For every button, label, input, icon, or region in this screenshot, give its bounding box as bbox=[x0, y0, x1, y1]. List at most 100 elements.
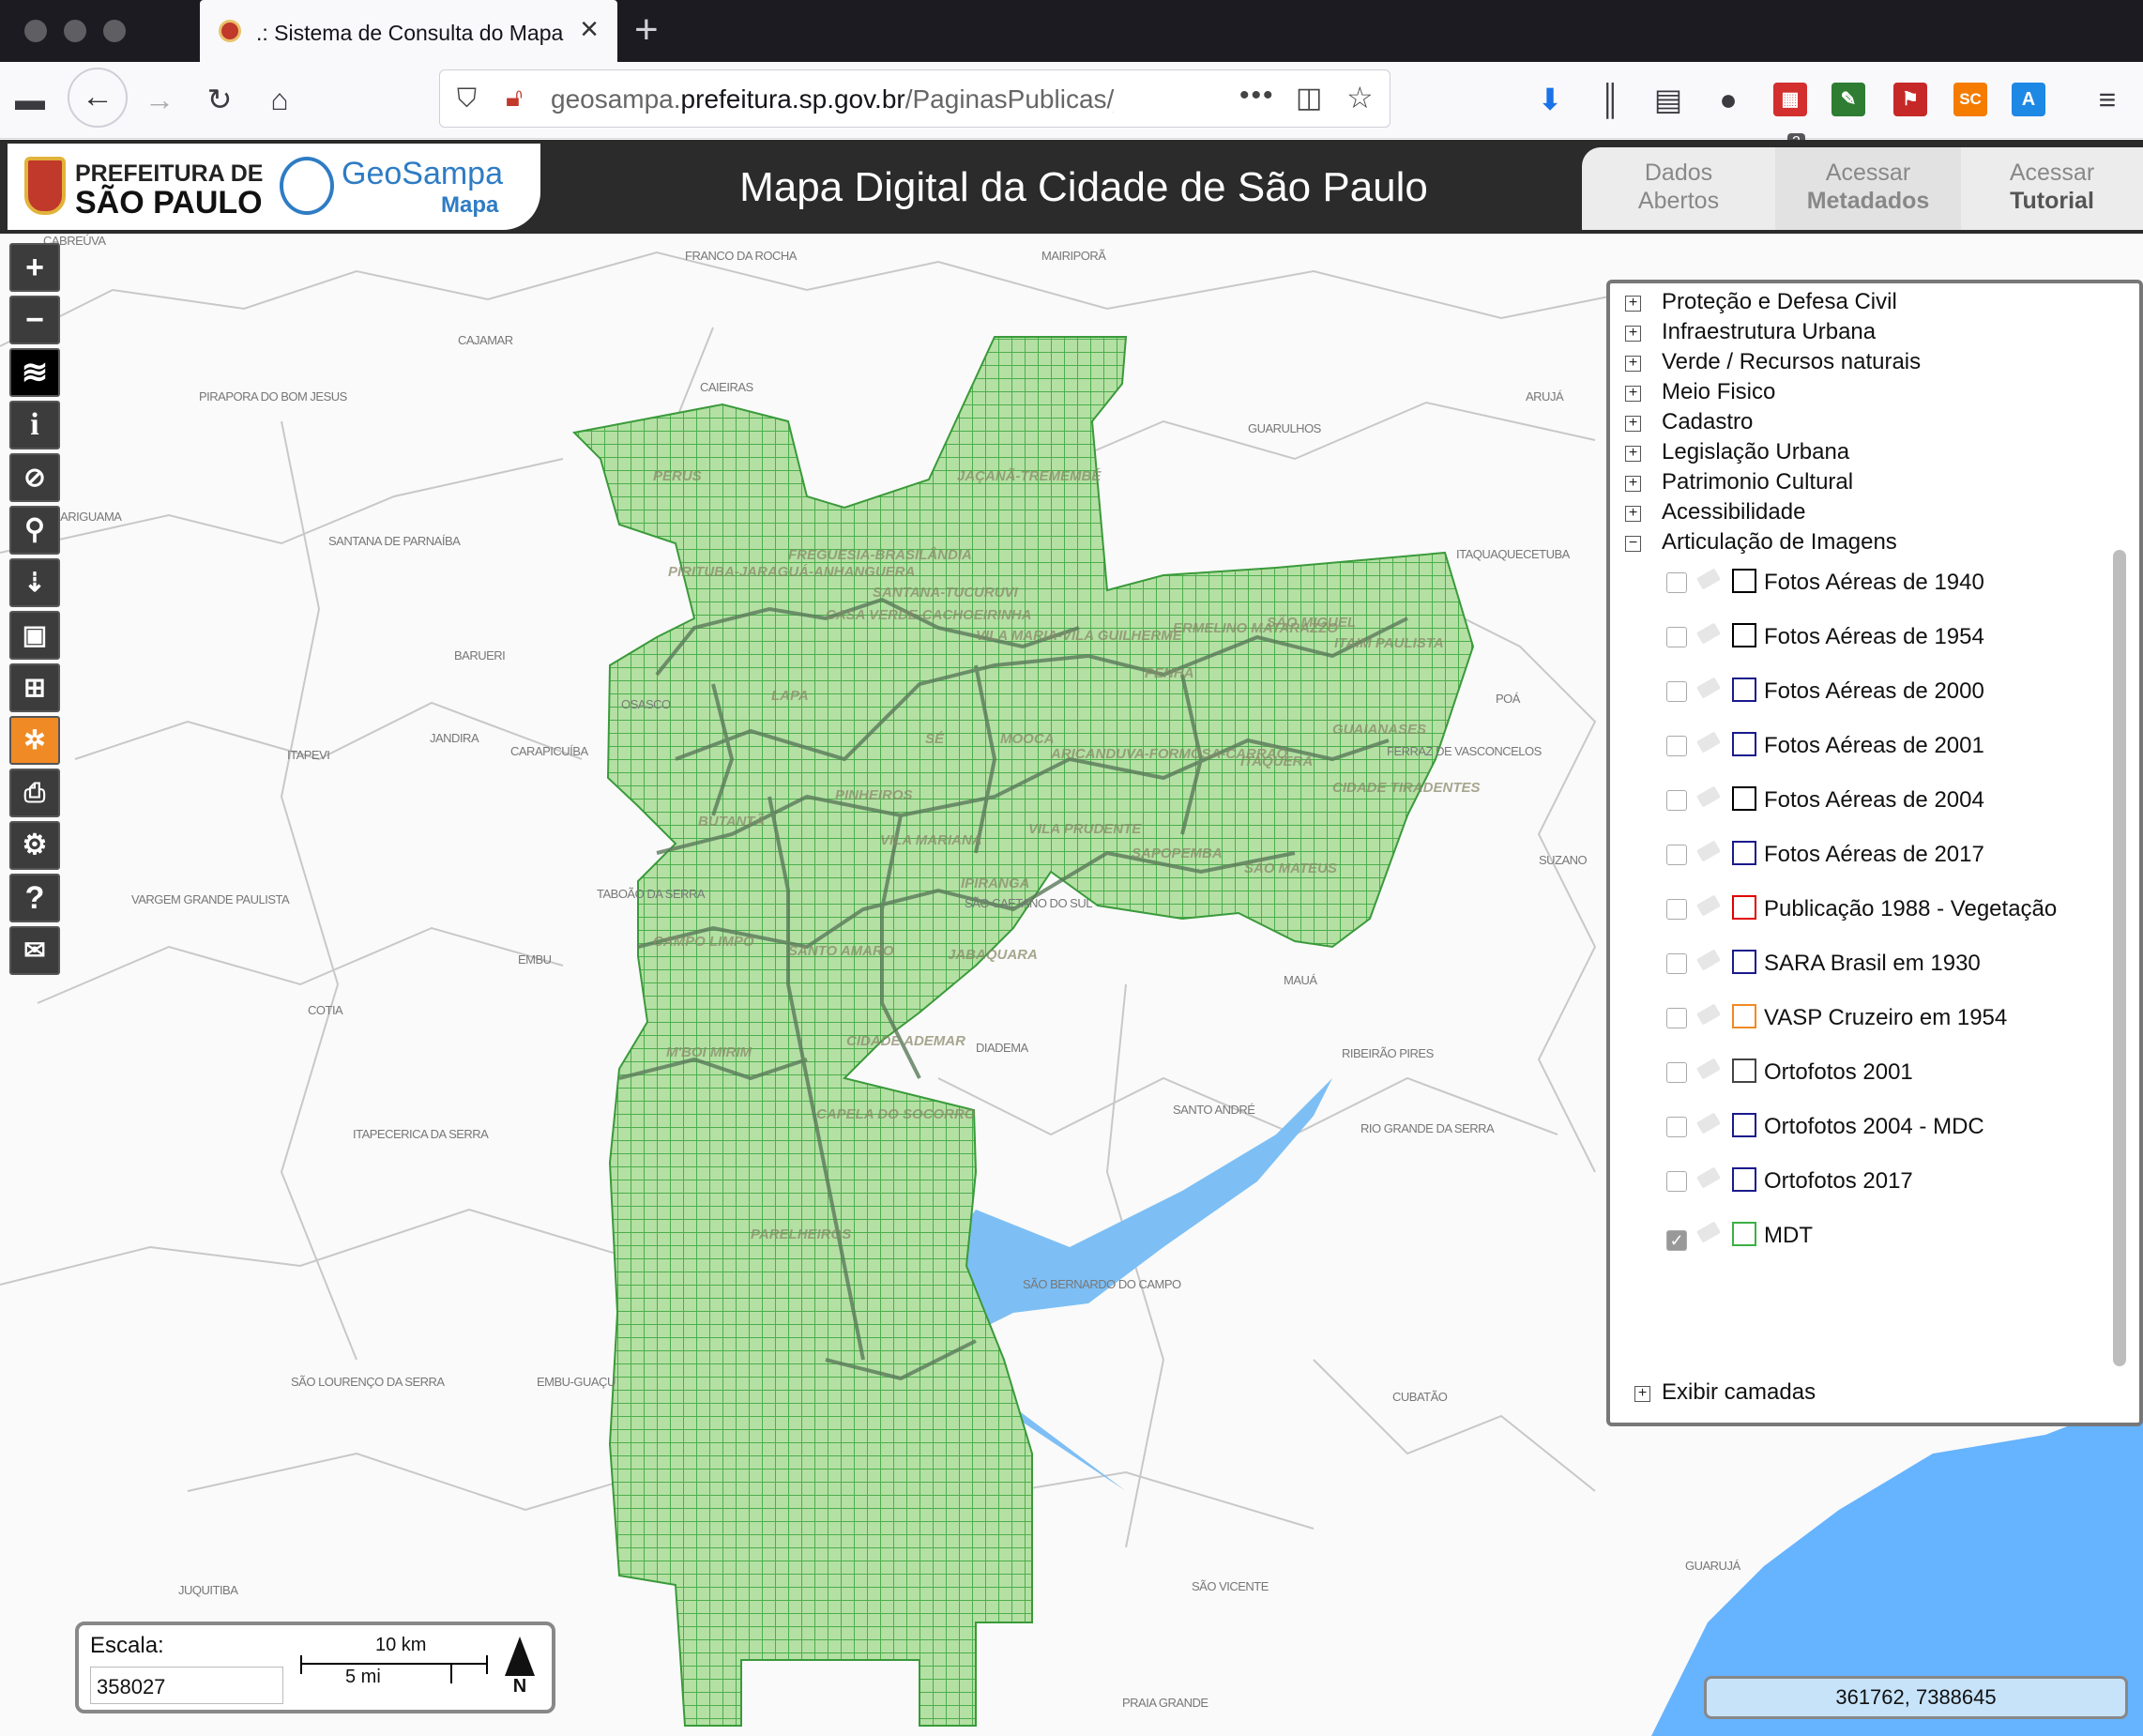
settings-button[interactable]: ⚙ bbox=[9, 821, 60, 870]
layer-group[interactable]: + Cadastro bbox=[1625, 409, 1753, 435]
menu-icon[interactable]: ≡ bbox=[2098, 83, 2117, 116]
tag-icon[interactable] bbox=[1695, 1003, 1722, 1026]
shield-icon[interactable]: ⛉ bbox=[457, 84, 478, 113]
layer-item[interactable]: SARA Brasil em 1930 bbox=[1666, 949, 1981, 977]
forward-button[interactable]: → bbox=[144, 83, 175, 116]
tag-icon[interactable] bbox=[1695, 1112, 1722, 1134]
browser-tab[interactable]: .: Sistema de Consulta do Mapa Digital d… bbox=[200, 0, 617, 62]
info-button[interactable]: i bbox=[9, 401, 60, 449]
expand-icon[interactable]: + bbox=[1625, 386, 1641, 402]
layer-item[interactable]: Fotos Aéreas de 2001 bbox=[1666, 731, 1984, 759]
layer-group[interactable]: + Verde / Recursos naturais bbox=[1625, 349, 1921, 375]
layer-item[interactable]: Ortofotos 2017 bbox=[1666, 1166, 1913, 1195]
zoom-in-button[interactable]: + bbox=[9, 243, 60, 292]
save-button[interactable]: ▣ bbox=[9, 611, 60, 660]
zoom-window-button[interactable] bbox=[103, 20, 126, 42]
bookmark-star-icon[interactable]: ☆ bbox=[1346, 81, 1374, 114]
layer-item[interactable]: Fotos Aéreas de 2004 bbox=[1666, 785, 1984, 814]
tag-icon[interactable] bbox=[1695, 568, 1722, 590]
download-icon[interactable]: ⬇ bbox=[1537, 83, 1563, 116]
tag-icon[interactable] bbox=[1695, 894, 1722, 917]
street-view-button[interactable]: ✲ bbox=[9, 716, 60, 765]
search-button[interactable]: ⚲ bbox=[9, 506, 60, 555]
collapse-icon[interactable]: − bbox=[1625, 536, 1641, 552]
print-button[interactable]: ⎙ bbox=[9, 769, 60, 817]
tag-icon[interactable] bbox=[1695, 1166, 1722, 1189]
layer-checkbox[interactable]: ✓ bbox=[1666, 1230, 1687, 1251]
calendar-extension-icon[interactable]: ▦ bbox=[1773, 83, 1807, 116]
pocket-icon[interactable]: ◫ bbox=[1296, 83, 1323, 114]
layer-checkbox[interactable] bbox=[1666, 899, 1687, 920]
insecure-lock-icon[interactable]: 🔓︎ bbox=[506, 83, 524, 112]
expand-icon[interactable]: + bbox=[1625, 356, 1641, 372]
layer-checkbox[interactable] bbox=[1666, 845, 1687, 865]
expand-icon[interactable]: + bbox=[1625, 446, 1641, 462]
layer-checkbox[interactable] bbox=[1666, 627, 1687, 647]
layer-group[interactable]: + Meio Fisico bbox=[1625, 379, 1775, 405]
sidebar-icon[interactable]: ▬ bbox=[15, 83, 45, 116]
layer-group[interactable]: − Articulação de Imagens bbox=[1625, 529, 1897, 556]
layer-item[interactable]: Publicação 1988 - Vegetação bbox=[1666, 894, 2057, 922]
pencil-extension-icon[interactable]: ✎ bbox=[1831, 83, 1865, 116]
layer-checkbox[interactable] bbox=[1666, 953, 1687, 974]
layer-item[interactable]: Ortofotos 2001 bbox=[1666, 1058, 1913, 1086]
tag-icon[interactable] bbox=[1695, 731, 1722, 754]
logo-area[interactable]: PREFEITURA DE SÃO PAULO GeoSampa Mapa bbox=[8, 144, 540, 230]
layer-checkbox[interactable] bbox=[1666, 681, 1687, 702]
layer-panel-scrollbar[interactable] bbox=[2113, 550, 2126, 1366]
show-layers-toggle[interactable]: + Exibir camadas bbox=[1634, 1379, 1816, 1406]
address-bar[interactable]: ⛉ 🔓︎ geosampa.prefeitura.sp.gov.br/Pagin… bbox=[439, 69, 1391, 128]
layer-item[interactable]: Ortofotos 2004 - MDC bbox=[1666, 1112, 1984, 1140]
layer-item[interactable]: VASP Cruzeiro em 1954 bbox=[1666, 1003, 2007, 1031]
home-button[interactable]: ⌂ bbox=[270, 83, 289, 116]
minimize-window-button[interactable] bbox=[64, 20, 86, 42]
measure-button[interactable]: ⊞ bbox=[9, 663, 60, 712]
zoom-out-button[interactable]: − bbox=[9, 296, 60, 344]
layer-checkbox[interactable] bbox=[1666, 1117, 1687, 1137]
contact-button[interactable]: ✉ bbox=[9, 926, 60, 975]
close-tab-icon[interactable]: × bbox=[580, 11, 599, 47]
layers-button[interactable]: ≋ bbox=[9, 348, 60, 397]
tag-icon[interactable] bbox=[1695, 1058, 1722, 1080]
layer-checkbox[interactable] bbox=[1666, 790, 1687, 811]
acessar-tutorial-button[interactable]: Acessar Tutorial bbox=[1961, 147, 2143, 230]
layer-checkbox[interactable] bbox=[1666, 736, 1687, 756]
flag-extension-icon[interactable]: ⚑ bbox=[1893, 83, 1927, 116]
layer-group[interactable]: + Acessibilidade bbox=[1625, 499, 1805, 525]
expand-icon[interactable]: + bbox=[1625, 506, 1641, 522]
url-text[interactable]: geosampa.prefeitura.sp.gov.br/PaginasPub… bbox=[551, 84, 1114, 114]
close-window-button[interactable] bbox=[24, 20, 47, 42]
tag-icon[interactable] bbox=[1695, 840, 1722, 862]
reload-button[interactable]: ↻ bbox=[206, 83, 233, 116]
layer-checkbox[interactable] bbox=[1666, 572, 1687, 593]
layer-item[interactable]: Fotos Aéreas de 1940 bbox=[1666, 568, 1984, 596]
account-icon[interactable]: ● bbox=[1719, 83, 1738, 116]
layer-checkbox[interactable] bbox=[1666, 1171, 1687, 1192]
tag-icon[interactable] bbox=[1695, 785, 1722, 808]
dados-abertos-button[interactable]: Dados Abertos bbox=[1582, 147, 1775, 230]
layer-item[interactable]: Fotos Aéreas de 2000 bbox=[1666, 677, 1984, 705]
expand-icon[interactable]: + bbox=[1625, 416, 1641, 432]
clear-button[interactable]: ⊘ bbox=[9, 453, 60, 502]
tag-icon[interactable] bbox=[1695, 677, 1722, 699]
layer-group[interactable]: + Infraestrutura Urbana bbox=[1625, 319, 1876, 345]
tag-icon[interactable] bbox=[1695, 1221, 1722, 1243]
layer-item[interactable]: Fotos Aéreas de 1954 bbox=[1666, 622, 1984, 650]
layer-item[interactable]: ✓ MDT bbox=[1666, 1221, 1813, 1251]
expand-icon[interactable]: + bbox=[1625, 326, 1641, 342]
expand-icon[interactable]: + bbox=[1625, 476, 1641, 492]
expand-icon[interactable]: + bbox=[1625, 296, 1641, 312]
acessar-metadados-button[interactable]: Acessar Metadados bbox=[1775, 147, 1961, 230]
sc-extension-icon[interactable]: SC bbox=[1953, 83, 1987, 116]
translate-icon[interactable]: A bbox=[2012, 83, 2045, 116]
new-tab-button[interactable]: + bbox=[634, 7, 659, 53]
layer-group[interactable]: + Patrimonio Cultural bbox=[1625, 469, 1853, 495]
page-actions-icon[interactable]: ••• bbox=[1239, 80, 1275, 111]
layer-checkbox[interactable] bbox=[1666, 1008, 1687, 1028]
layer-panel[interactable]: + Proteção e Defesa Civil + Infraestrutura … bbox=[1606, 280, 2143, 1426]
layer-group[interactable]: + Proteção e Defesa Civil bbox=[1625, 289, 1897, 315]
scale-input[interactable]: 358027 bbox=[90, 1667, 283, 1704]
library-icon[interactable]: ║ bbox=[1599, 83, 1621, 116]
layer-checkbox[interactable] bbox=[1666, 1062, 1687, 1083]
layer-group[interactable]: + Legislação Urbana bbox=[1625, 439, 1849, 465]
